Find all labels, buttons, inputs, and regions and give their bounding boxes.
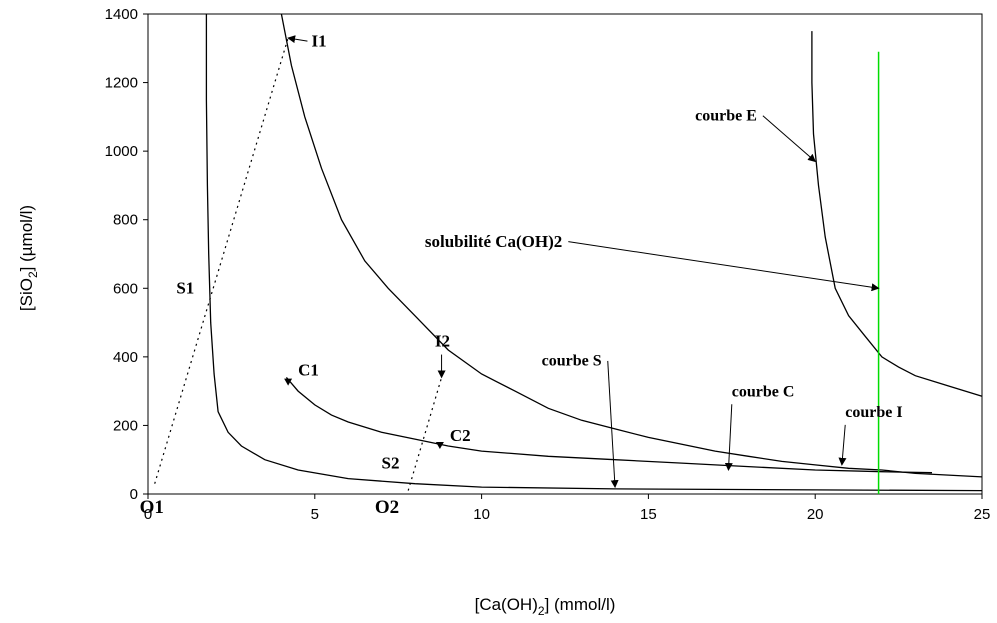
- plot-frame: [147, 13, 983, 495]
- annotation-arrow: [568, 241, 880, 292]
- annotation-label: I1: [311, 32, 326, 51]
- x-axis-title: [Ca(OH)2] (mmol/l): [475, 595, 616, 618]
- annotation-label: courbe I: [845, 404, 902, 421]
- x-tick-label: 20: [807, 506, 824, 523]
- y-tick-label: 600: [113, 280, 138, 297]
- annotation-label: I2: [435, 332, 450, 351]
- y-tick-label: 800: [113, 212, 138, 229]
- annotation-label: O2: [375, 497, 399, 518]
- plot-lines: [154, 13, 983, 494]
- x-tick-label: 5: [311, 506, 319, 523]
- annotations: courbe E solubilité Ca(OH)2 courbe S courbe…: [140, 32, 903, 518]
- y-axis-title: [SiO2] (µmol/l): [17, 205, 40, 311]
- x-tick-label: 0: [144, 506, 152, 523]
- annotation-label: C2: [450, 426, 471, 445]
- annotation-label: solubilité Ca(OH)2: [425, 232, 562, 251]
- annotation-arrow: [287, 35, 308, 44]
- annotation-arrow: [607, 360, 619, 489]
- annotation-arrow: [724, 404, 733, 471]
- y-tick-label: 200: [113, 417, 138, 434]
- annotation-label: S1: [176, 278, 194, 297]
- series-line-courbeI: [280, 13, 983, 478]
- annotation-label: courbe C: [732, 383, 795, 400]
- annotation-label: O1: [140, 497, 164, 518]
- x-axis-ticks: 0 5 10 15 20 25: [144, 494, 991, 523]
- series-line-courbeC: [285, 376, 933, 474]
- annotation-label: S2: [382, 453, 400, 472]
- y-axis-ticks: 0 200 400 600 800 1000 1200 1400: [105, 6, 148, 503]
- point-marker-C1: [284, 378, 293, 386]
- dotted-line-O1-I1: [154, 37, 289, 484]
- y-tick-label: 1200: [105, 75, 138, 92]
- x-tick-label: 15: [640, 506, 657, 523]
- y-tick-label: 0: [130, 486, 138, 503]
- annotation-label: C1: [298, 361, 319, 380]
- x-tick-label: 10: [473, 506, 490, 523]
- series-line-courbeS: [205, 14, 983, 492]
- dotted-line-O2-I2: [407, 377, 443, 491]
- annotation-arrow: [838, 424, 847, 466]
- y-tick-label: 1400: [105, 6, 138, 23]
- series-line-courbeE: [811, 31, 983, 397]
- annotation-arrow: [762, 115, 816, 163]
- annotation-label: courbe E: [695, 107, 757, 124]
- y-tick-label: 400: [113, 349, 138, 366]
- point-marker-C2: [435, 442, 444, 449]
- annotation-label: courbe S: [542, 352, 602, 369]
- y-tick-label: 1000: [105, 143, 138, 160]
- x-tick-label: 25: [974, 506, 991, 523]
